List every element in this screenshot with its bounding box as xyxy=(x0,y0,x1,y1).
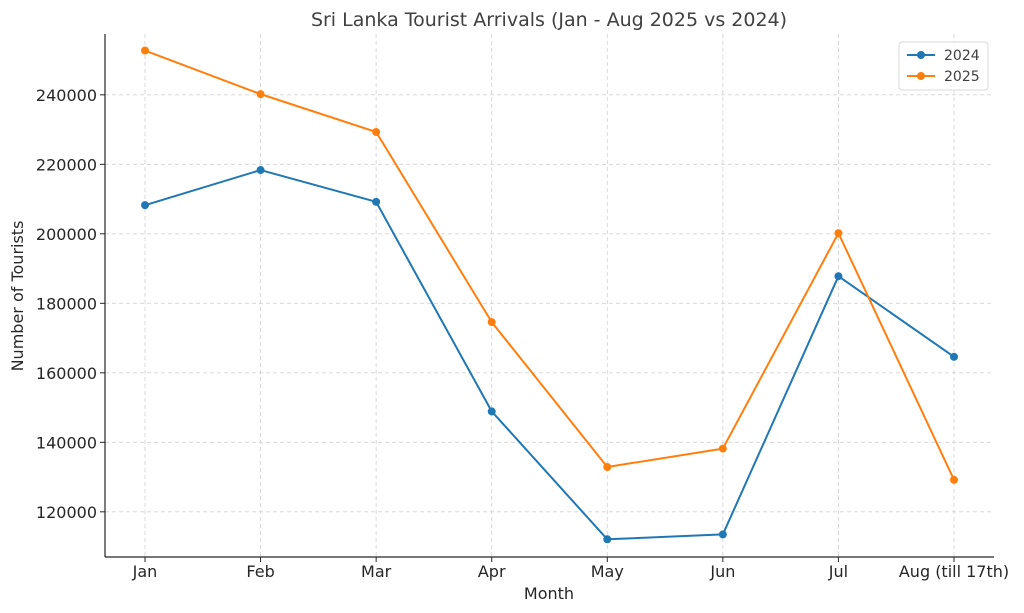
x-tick-label: Jan xyxy=(132,562,158,581)
legend: 2024 2025 xyxy=(898,41,989,91)
y-tick-label: 200000 xyxy=(36,225,97,244)
data-point-2025 xyxy=(372,127,381,136)
data-point-2025 xyxy=(603,462,612,471)
x-tick-label: Apr xyxy=(478,562,506,581)
data-point-2024 xyxy=(372,197,381,206)
y-tick-label: 120000 xyxy=(36,503,97,522)
chart-title: Sri Lanka Tourist Arrivals (Jan - Aug 20… xyxy=(311,9,787,31)
y-tick-label: 220000 xyxy=(36,155,97,174)
grid xyxy=(105,34,994,557)
series-line-2025 xyxy=(144,49,955,481)
data-point-2024 xyxy=(141,201,149,210)
x-tick-label: Jul xyxy=(828,562,848,581)
data-point-2025 xyxy=(141,46,149,55)
data-point-2024 xyxy=(834,272,843,281)
series-line-2024 xyxy=(144,169,955,541)
y-axis-label: Number of Tourists xyxy=(8,221,27,372)
data-point-2025 xyxy=(487,318,496,327)
legend-marker-2024 xyxy=(917,51,925,59)
y-tick-label: 160000 xyxy=(36,364,97,383)
data-point-2024 xyxy=(950,352,958,361)
data-point-2025 xyxy=(256,90,265,99)
x-tick-label: Feb xyxy=(246,562,274,581)
data-point-2025 xyxy=(834,229,843,238)
x-tick-label: Mar xyxy=(361,562,392,581)
ticks: Jan Feb Mar Apr May Jun Jul Aug (till 17th) 1200… xyxy=(36,86,1009,581)
data-point-2025 xyxy=(950,475,958,484)
legend-marker-2025 xyxy=(917,72,925,80)
legend-label-2024: 2024 xyxy=(944,48,980,64)
data-point-2025 xyxy=(718,444,727,453)
y-tick-label: 240000 xyxy=(36,86,97,105)
series-layer xyxy=(141,46,958,544)
axes xyxy=(104,34,994,558)
x-tick-label: Jun xyxy=(709,562,735,581)
x-tick-label: Aug (till 17th) xyxy=(899,562,1009,581)
data-point-2024 xyxy=(256,166,265,175)
data-point-2024 xyxy=(603,535,612,544)
data-point-2024 xyxy=(718,530,727,539)
data-point-2024 xyxy=(487,407,496,416)
legend-label-2025: 2025 xyxy=(944,69,980,85)
x-axis-label: Month xyxy=(524,584,574,603)
x-tick-label: May xyxy=(591,562,624,581)
y-tick-label: 180000 xyxy=(36,294,97,313)
y-tick-label: 140000 xyxy=(36,433,97,452)
